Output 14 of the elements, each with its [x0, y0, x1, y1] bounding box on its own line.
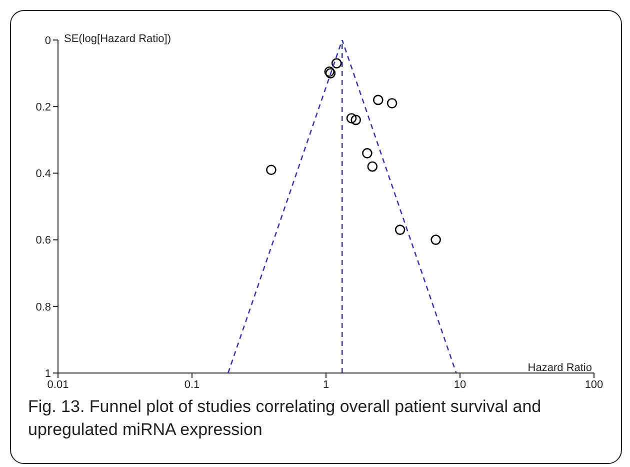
- y-tick-label: 0.6: [36, 234, 51, 247]
- x-axis-title: Hazard Ratio: [528, 362, 592, 374]
- x-tick-label: 0.1: [184, 378, 200, 391]
- x-tick-label: 100: [584, 378, 604, 391]
- x-tick-label: 0.01: [47, 378, 69, 391]
- x-tick-label: 10: [454, 378, 466, 391]
- y-tick-label: 0.2: [36, 102, 51, 114]
- y-tick-label: 0.8: [36, 301, 51, 314]
- y-tick-label: 1: [44, 368, 51, 380]
- y-tick-label: 0: [44, 34, 51, 47]
- x-tick-label: 1: [322, 378, 330, 391]
- y-tick-label: 0.4: [36, 168, 51, 180]
- y-axis-title: SE(log[Hazard Ratio]): [64, 33, 171, 45]
- caption: Fig. 13. Funnel plot of studies correlating overall patient survival and upregulated miRNA expression: [28, 396, 542, 441]
